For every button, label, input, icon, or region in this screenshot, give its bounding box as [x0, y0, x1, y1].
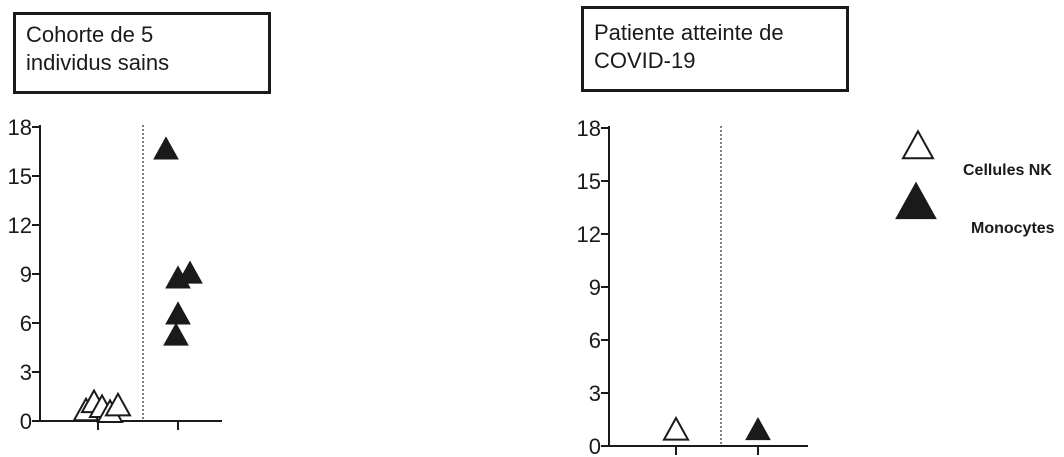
panel-1-y-tick-label: 12: [577, 222, 601, 247]
left-panel-title: Cohorte de 5 individus sains: [13, 12, 271, 94]
legend-open-triangle-icon: [901, 129, 935, 160]
panel-0-point-monocyte: [153, 136, 179, 160]
legend-label-0: Cellules NK: [963, 162, 1052, 179]
right-title-line-2: COVID-19: [594, 48, 696, 73]
panel-0-point-monocyte: [163, 322, 189, 346]
panel-0-point-monocyte: [177, 260, 203, 284]
panel-0-y-tick-label: 0: [20, 409, 32, 434]
panel-1-y-tick-label: 3: [589, 381, 601, 406]
panel-0-y-tick-label: 3: [20, 360, 32, 385]
panel-1-y-tick-label: 9: [589, 275, 601, 300]
panel-0-y-tick-label: 18: [8, 115, 32, 140]
legend-label-1: Monocytes: [971, 220, 1055, 237]
panel-0-y-tick-label: 15: [8, 164, 32, 189]
panel-0-y-tick-label: 6: [20, 311, 32, 336]
left-title-line-2: individus sains: [26, 50, 170, 75]
panel-1-y-tick-label: 18: [577, 116, 601, 141]
left-title-line-1: Cohorte de 5: [26, 22, 154, 47]
panel-1-point-nk: [662, 415, 690, 441]
panel-1-point-monocyte: [745, 416, 771, 441]
right-panel-title: Patiente atteinte de COVID-19: [581, 6, 849, 92]
panel-0-y-tick-label: 9: [20, 262, 32, 287]
panel-1-y-tick-label: 6: [589, 328, 601, 353]
right-title-line-1: Patiente atteinte de: [594, 20, 784, 45]
panel-1-y-tick-label: 15: [577, 169, 601, 194]
legend-filled-triangle-icon: [895, 181, 937, 220]
panel-1-y-tick-label: 0: [589, 434, 601, 457]
panel-0-point-nk: [104, 391, 132, 417]
panel-0-y-tick-label: 12: [8, 213, 32, 238]
panel-0-point-monocyte: [165, 301, 191, 325]
